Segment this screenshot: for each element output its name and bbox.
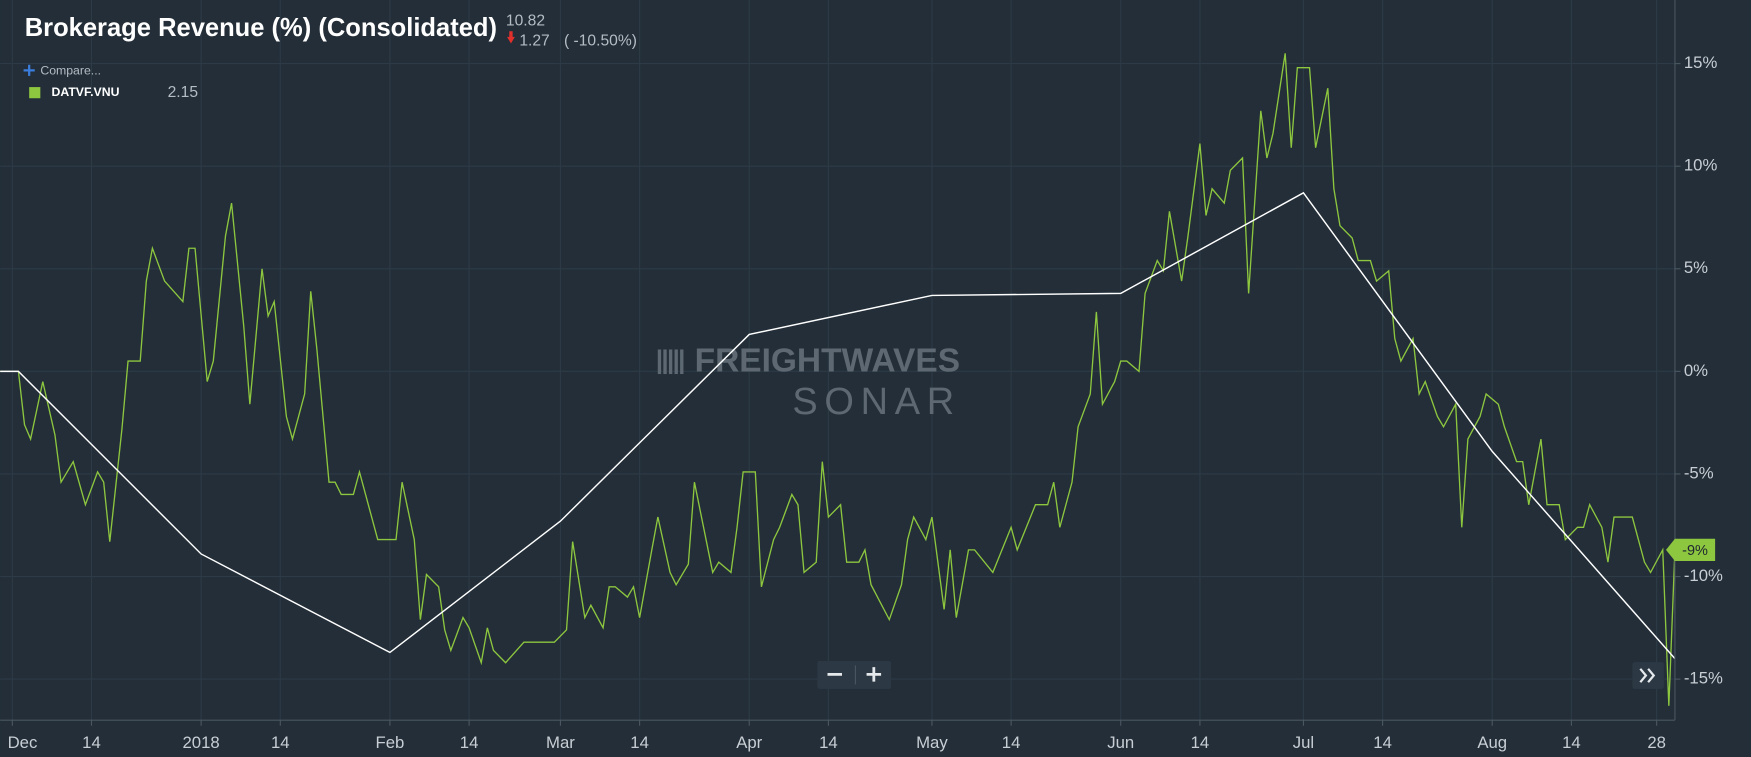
x-tick-label: 14 xyxy=(630,733,649,752)
x-tick-label: Mar xyxy=(546,733,575,752)
x-tick-label: 14 xyxy=(1191,733,1210,752)
watermark-icon xyxy=(657,349,684,375)
scroll-button[interactable] xyxy=(1632,662,1664,689)
x-tick-label: 14 xyxy=(1002,733,1021,752)
legend-swatch xyxy=(29,87,41,99)
watermark-text: SONAR xyxy=(792,381,960,423)
x-tick-label: 14 xyxy=(819,733,838,752)
plot xyxy=(0,53,1676,706)
y-tick-label: -10% xyxy=(1684,566,1723,585)
down-arrow xyxy=(507,31,515,44)
legend-label[interactable]: DATVF.VNU xyxy=(52,85,120,99)
y-tick-label: 15% xyxy=(1684,53,1718,72)
compare-icon[interactable] xyxy=(23,64,35,76)
y-tick-label: 0% xyxy=(1684,361,1708,380)
y-tick-label: 5% xyxy=(1684,258,1708,277)
last-value: 10.82 xyxy=(506,12,545,29)
y-tick-label: 10% xyxy=(1684,156,1718,175)
x-tick-label: 14 xyxy=(1373,733,1392,752)
x-tick-label: 14 xyxy=(82,733,101,752)
x-tick-label: Feb xyxy=(375,733,404,752)
x-tick-label: 14 xyxy=(460,733,479,752)
scroll-icon xyxy=(1639,668,1656,683)
series-line xyxy=(0,53,1676,706)
end-tag xyxy=(1665,538,1716,562)
change: 1.27 xyxy=(519,32,549,49)
x-tick-label: Jun xyxy=(1107,733,1134,752)
watermark: FREIGHTWAVES SONAR xyxy=(657,343,960,423)
x-tick-label: Dec xyxy=(8,733,38,752)
x-tick-label: 28 xyxy=(1647,733,1666,752)
x-tick-label: 2018 xyxy=(183,733,220,752)
compare-link[interactable]: Compare... xyxy=(40,64,101,78)
x-tick-label: Jul xyxy=(1293,733,1314,752)
chart-title: Brokerage Revenue (%) (Consolidated) xyxy=(25,14,497,42)
y-tick-label: -5% xyxy=(1684,463,1714,482)
zoom-in-button[interactable] xyxy=(866,667,882,682)
x-tick-label: Apr xyxy=(736,733,762,752)
x-tick-label: May xyxy=(916,733,948,752)
series-line xyxy=(0,191,1676,660)
y-tick-label: -15% xyxy=(1684,669,1723,688)
watermark-text: FREIGHTWAVES xyxy=(695,343,960,380)
change-percent: ( -10.50%) xyxy=(564,32,637,49)
end-tag-label: -9% xyxy=(1682,543,1708,559)
zoom-controls[interactable] xyxy=(817,660,892,689)
legend-value: 2.15 xyxy=(168,84,199,101)
x-tick-label: Aug xyxy=(1477,733,1507,752)
scroll-right[interactable] xyxy=(1632,662,1664,689)
x-tick-label: 14 xyxy=(271,733,290,752)
x-tick-label: 14 xyxy=(1562,733,1581,752)
